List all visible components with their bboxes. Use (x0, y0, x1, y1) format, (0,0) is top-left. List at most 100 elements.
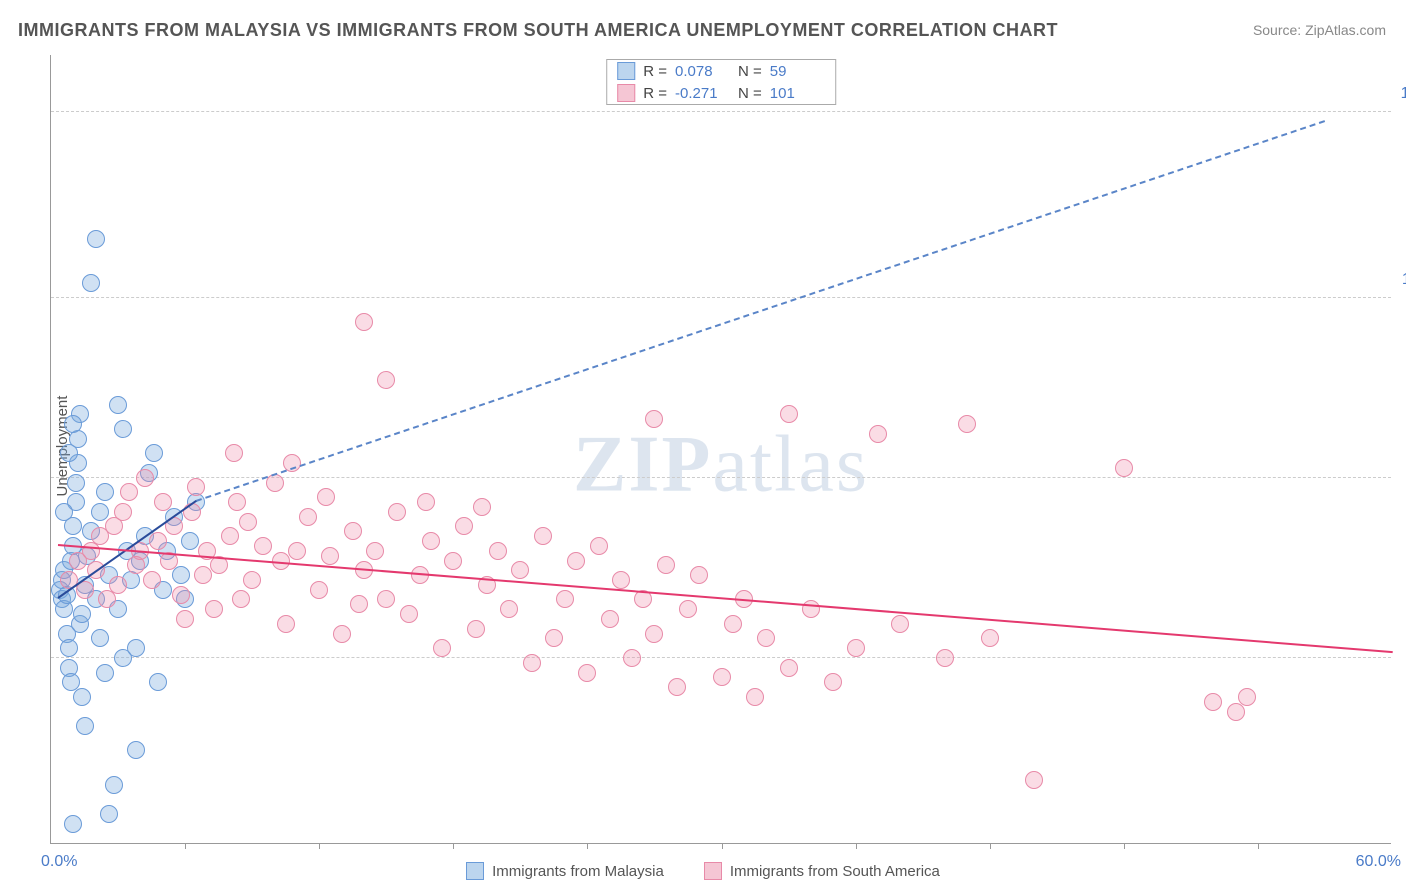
data-point (869, 425, 887, 443)
data-point (1115, 459, 1133, 477)
legend-item: Immigrants from South America (704, 862, 940, 880)
legend-swatch (466, 862, 484, 880)
trend-line (58, 544, 1392, 653)
stats-row: R =0.078N =59 (607, 60, 835, 82)
data-point (149, 532, 167, 550)
data-point (690, 566, 708, 584)
data-point (98, 590, 116, 608)
data-point (232, 590, 250, 608)
data-point (60, 444, 78, 462)
x-tick (587, 843, 588, 849)
legend-label: Immigrants from South America (730, 863, 940, 880)
data-point (545, 629, 563, 647)
data-point (645, 410, 663, 428)
data-point (567, 552, 585, 570)
data-point (114, 503, 132, 521)
data-point (310, 581, 328, 599)
r-label: R = (643, 63, 667, 80)
data-point (467, 620, 485, 638)
data-point (96, 664, 114, 682)
data-point (981, 629, 999, 647)
data-point (109, 576, 127, 594)
data-point (500, 600, 518, 618)
data-point (891, 615, 909, 633)
data-point (623, 649, 641, 667)
data-point (556, 590, 574, 608)
data-point (127, 639, 145, 657)
data-point (1227, 703, 1245, 721)
data-point (657, 556, 675, 574)
legend-swatch (704, 862, 722, 880)
y-tick-label: 15.0% (1396, 85, 1406, 103)
data-point (221, 527, 239, 545)
data-point (433, 639, 451, 657)
data-point (824, 673, 842, 691)
data-point (444, 552, 462, 570)
data-point (239, 513, 257, 531)
data-point (936, 649, 954, 667)
data-point (713, 668, 731, 686)
data-point (668, 678, 686, 696)
data-point (679, 600, 697, 618)
data-point (254, 537, 272, 555)
data-point (181, 532, 199, 550)
x-tick (856, 843, 857, 849)
data-point (136, 469, 154, 487)
data-point (120, 483, 138, 501)
data-point (780, 405, 798, 423)
data-point (143, 571, 161, 589)
x-tick (1124, 843, 1125, 849)
data-point (73, 605, 91, 623)
data-point (114, 420, 132, 438)
data-point (455, 517, 473, 535)
legend-label: Immigrants from Malaysia (492, 863, 664, 880)
data-point (366, 542, 384, 560)
data-point (321, 547, 339, 565)
n-value: 101 (770, 85, 825, 102)
gridline (51, 111, 1391, 112)
chart-title: IMMIGRANTS FROM MALAYSIA VS IMMIGRANTS F… (18, 20, 1058, 41)
data-point (377, 371, 395, 389)
data-point (64, 415, 82, 433)
data-point (746, 688, 764, 706)
data-point (724, 615, 742, 633)
data-point (91, 503, 109, 521)
y-tick-label: 3.8% (1396, 631, 1406, 649)
data-point (87, 230, 105, 248)
data-point (1238, 688, 1256, 706)
stats-row: R =-0.271N =101 (607, 82, 835, 104)
data-point (91, 629, 109, 647)
data-point (802, 600, 820, 618)
data-point (1204, 693, 1222, 711)
y-tick-label: 11.2% (1396, 271, 1406, 289)
gridline (51, 657, 1391, 658)
gridline (51, 477, 1391, 478)
x-tick (185, 843, 186, 849)
data-point (105, 776, 123, 794)
data-point (489, 542, 507, 560)
x-tick (990, 843, 991, 849)
r-value: -0.271 (675, 85, 730, 102)
data-point (388, 503, 406, 521)
data-point (847, 639, 865, 657)
data-point (127, 741, 145, 759)
data-point (377, 590, 395, 608)
r-label: R = (643, 85, 667, 102)
data-point (64, 815, 82, 833)
data-point (82, 274, 100, 292)
trend-line (196, 120, 1325, 502)
data-point (601, 610, 619, 628)
data-point (149, 673, 167, 691)
data-point (228, 493, 246, 511)
data-point (299, 508, 317, 526)
data-point (55, 503, 73, 521)
n-label: N = (738, 63, 762, 80)
data-point (73, 688, 91, 706)
scatter-chart: ZIPatlas 0.0% 60.0% R =0.078N =59R =-0.2… (50, 55, 1391, 844)
data-point (67, 474, 85, 492)
y-tick-label: 7.5% (1396, 451, 1406, 469)
data-point (350, 595, 368, 613)
data-point (780, 659, 798, 677)
data-point (277, 615, 295, 633)
chart-legend: Immigrants from Malaysia Immigrants from … (0, 862, 1406, 880)
